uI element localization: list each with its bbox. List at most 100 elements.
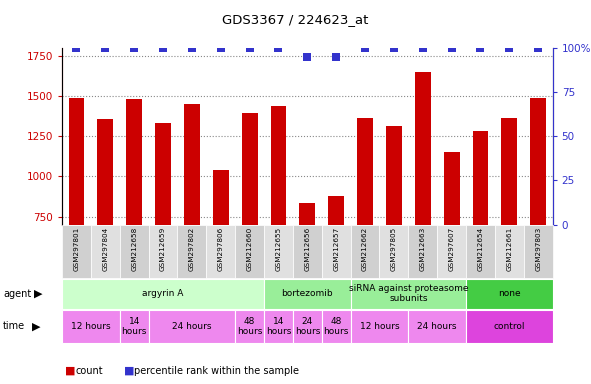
Text: time: time	[3, 321, 25, 331]
Bar	[408, 310, 466, 343]
Text: GSM212654: GSM212654	[478, 226, 483, 270]
Bar	[264, 225, 293, 278]
Bar	[126, 99, 142, 337]
Bar	[437, 225, 466, 278]
Bar	[350, 310, 408, 343]
Point	[245, 45, 254, 51]
Bar	[62, 310, 120, 343]
Bar	[235, 225, 264, 278]
Text: agent: agent	[3, 289, 31, 299]
Text: GSM297804: GSM297804	[102, 226, 108, 270]
Bar	[300, 203, 315, 337]
Text: argyrin A: argyrin A	[142, 289, 184, 298]
Bar	[98, 119, 113, 337]
Bar	[235, 310, 264, 343]
Point	[389, 45, 398, 51]
Bar	[293, 310, 322, 343]
Text: GSM212662: GSM212662	[362, 226, 368, 270]
Point	[187, 45, 197, 51]
Bar	[386, 126, 402, 337]
Text: 24 hours: 24 hours	[417, 322, 457, 331]
Bar	[69, 98, 85, 337]
Text: 24
hours: 24 hours	[295, 317, 320, 336]
Bar	[328, 196, 344, 337]
Bar	[473, 131, 488, 337]
Bar	[322, 225, 350, 278]
Text: GSM212661: GSM212661	[506, 226, 512, 270]
Text: GSM212658: GSM212658	[131, 226, 137, 270]
Text: 12 hours: 12 hours	[360, 322, 400, 331]
Text: ▶: ▶	[32, 321, 40, 331]
Text: 14
hours: 14 hours	[122, 317, 147, 336]
Point	[361, 45, 370, 51]
Text: GSM297802: GSM297802	[189, 226, 195, 270]
Text: GSM297801: GSM297801	[73, 226, 79, 270]
Text: GSM212655: GSM212655	[275, 226, 281, 270]
Bar	[530, 98, 546, 337]
Bar	[350, 279, 466, 308]
Text: 48
hours: 48 hours	[237, 317, 262, 336]
Text: 48
hours: 48 hours	[323, 317, 349, 336]
Bar	[155, 122, 171, 337]
Bar	[206, 225, 235, 278]
Bar	[501, 118, 517, 337]
Bar	[350, 225, 379, 278]
Bar	[177, 225, 206, 278]
Bar	[322, 310, 350, 343]
Text: ▶: ▶	[34, 289, 43, 299]
Point	[332, 54, 341, 60]
Point	[476, 45, 485, 51]
Text: GSM212663: GSM212663	[420, 226, 426, 270]
Bar	[466, 279, 553, 308]
Bar	[148, 310, 235, 343]
Text: 14
hours: 14 hours	[266, 317, 291, 336]
Bar	[271, 106, 287, 337]
Point	[274, 45, 283, 51]
Text: 12 hours: 12 hours	[71, 322, 111, 331]
Point	[158, 45, 168, 51]
Text: bortezomib: bortezomib	[281, 289, 333, 298]
Text: GSM297607: GSM297607	[449, 226, 454, 270]
Text: siRNA against proteasome
subunits: siRNA against proteasome subunits	[349, 284, 468, 303]
Bar	[62, 279, 264, 308]
Bar	[184, 104, 200, 337]
Text: GSM212656: GSM212656	[304, 226, 310, 270]
Text: GSM297805: GSM297805	[391, 226, 397, 270]
Text: GSM297803: GSM297803	[535, 226, 541, 270]
Point	[303, 54, 312, 60]
Point	[72, 45, 81, 51]
Text: control: control	[493, 322, 525, 331]
Bar	[242, 113, 258, 337]
Text: 24 hours: 24 hours	[172, 322, 212, 331]
Bar	[120, 225, 148, 278]
Bar	[357, 118, 373, 337]
Bar	[62, 225, 91, 278]
Bar	[415, 72, 431, 337]
Bar	[466, 310, 553, 343]
Bar	[120, 310, 148, 343]
Bar	[379, 225, 408, 278]
Point	[418, 45, 427, 51]
Text: count: count	[75, 366, 103, 376]
Point	[447, 45, 456, 51]
Bar	[293, 225, 322, 278]
Point	[129, 45, 139, 51]
Text: ■: ■	[65, 366, 76, 376]
Point	[216, 45, 226, 51]
Bar	[213, 170, 229, 337]
Text: ■: ■	[124, 366, 135, 376]
Bar	[91, 225, 120, 278]
Text: GDS3367 / 224623_at: GDS3367 / 224623_at	[222, 13, 369, 26]
Text: GSM212659: GSM212659	[160, 226, 166, 270]
Bar	[264, 279, 350, 308]
Bar	[524, 225, 553, 278]
Point	[100, 45, 110, 51]
Text: none: none	[498, 289, 521, 298]
Bar	[444, 152, 460, 337]
Bar	[466, 225, 495, 278]
Bar	[264, 310, 293, 343]
Bar	[495, 225, 524, 278]
Bar	[408, 225, 437, 278]
Point	[505, 45, 514, 51]
Point	[534, 45, 543, 51]
